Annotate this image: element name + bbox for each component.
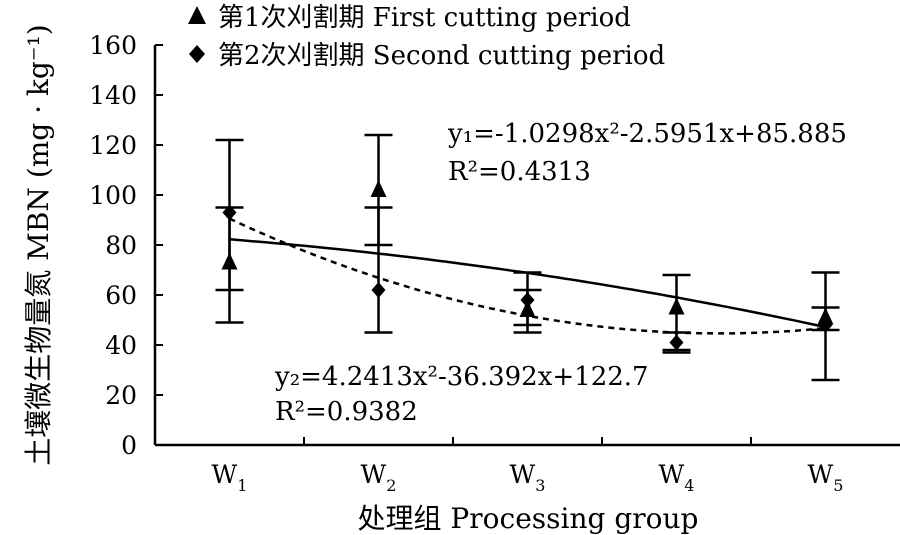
- legend-label-series-1: 第1次刈割期 First cutting period: [218, 3, 631, 33]
- tick-labels: 0 20 40 60 80 100 120 140 160 W1 W2 W3 W4 W5: [89, 31, 843, 495]
- y-tick-label: 0: [121, 431, 137, 460]
- diamond-marker: [371, 282, 386, 298]
- r2-series-2: R²=0.9382: [275, 397, 418, 427]
- y-tick-label: 60: [105, 281, 137, 310]
- x-tick-label: W2: [361, 460, 397, 495]
- y-tick-label: 40: [105, 331, 137, 360]
- x-axis-title: 处理组 Processing group: [358, 502, 699, 535]
- triangle-marker: [668, 297, 685, 315]
- y-tick-label: 20: [105, 381, 137, 410]
- x-tick-label: W1: [212, 460, 248, 495]
- data-markers: [221, 180, 834, 351]
- legend: 第1次刈割期 First cutting period 第2次刈割期 Secon…: [188, 3, 665, 71]
- triangle-marker: [221, 252, 238, 270]
- equation-series-2: y₂=4.2413x²-36.392x+122.7: [274, 362, 649, 392]
- x-tick-label: W5: [808, 460, 844, 495]
- diamond-marker: [222, 204, 237, 221]
- error-bars: [215, 133, 840, 382]
- triangle-marker: [817, 307, 834, 325]
- legend-diamond-marker: [189, 45, 205, 63]
- y-tick-label: 80: [105, 231, 137, 260]
- diamond-marker: [669, 334, 684, 351]
- axes: [153, 44, 900, 447]
- x-tick-label: W3: [510, 460, 546, 495]
- diamond-marker: [818, 317, 833, 333]
- y-tick-label: 160: [89, 31, 137, 60]
- equation-series-1: y₁=-1.0298x²-2.5951x+85.885: [447, 119, 847, 149]
- legend-triangle-marker: [188, 6, 206, 24]
- triangle-marker: [370, 180, 387, 197]
- y-tick-label: 100: [89, 181, 137, 210]
- y-tick-label: 120: [89, 131, 137, 160]
- triangle-marker: [519, 300, 536, 317]
- r2-series-1: R²=0.4313: [448, 157, 591, 187]
- diamond-marker: [520, 292, 535, 308]
- legend-label-series-2: 第2次刈割期 Second cutting period: [218, 41, 665, 71]
- y-axis-title: 土壤微生物量氮 MBN (mg · kg⁻¹): [22, 24, 55, 465]
- y-tick-label: 140: [89, 81, 137, 110]
- x-tick-label: W4: [659, 460, 695, 495]
